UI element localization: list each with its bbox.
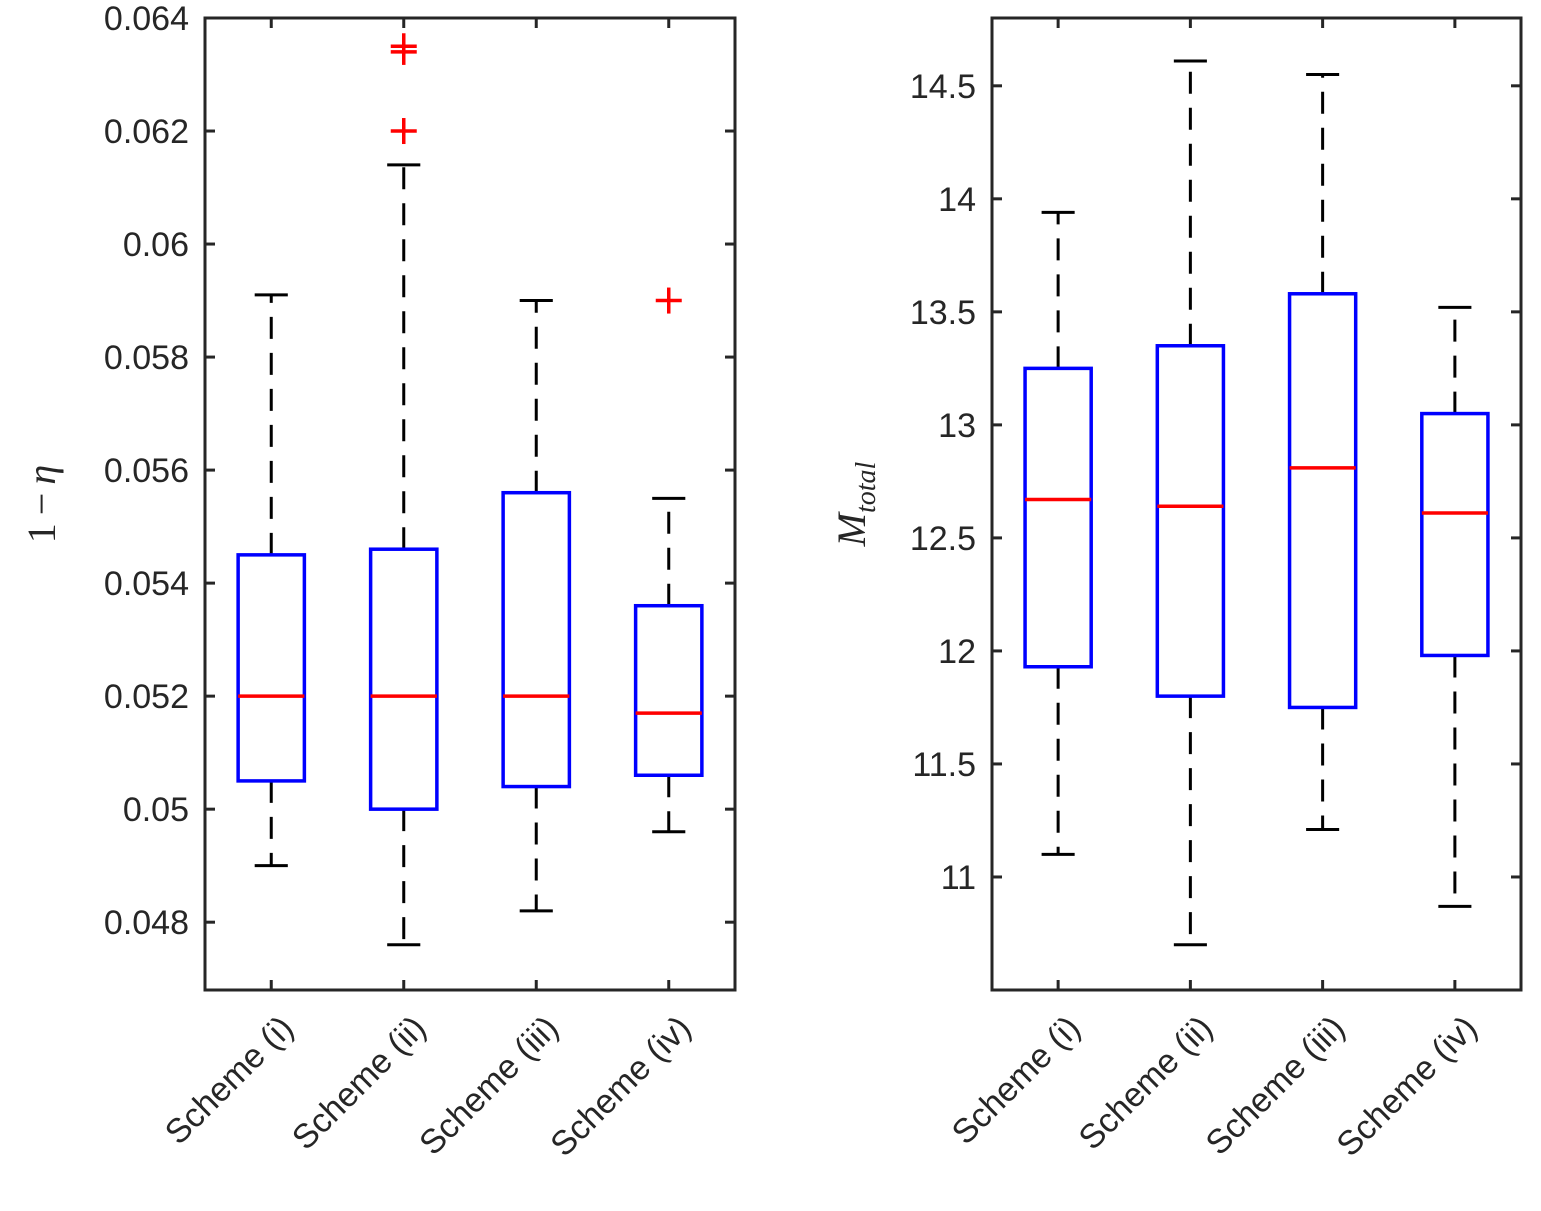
y-tick-label: 11 (941, 859, 976, 897)
left-chart-panel: 0.048 0.05 0.052 0.054 0.056 0.058 0.06 0.062 0.… (19, 0, 737, 1164)
y-axis-label-eta: η (19, 465, 64, 485)
outlier-marker (655, 287, 682, 314)
x-category-label: Scheme (i) (158, 1009, 301, 1152)
y-tick-label: 0.064 (104, 0, 189, 38)
iqr-box (1420, 411, 1490, 658)
box-plot-1 (236, 293, 307, 868)
y-tick-label: 11.5 (912, 746, 976, 784)
y-axis-label: Mtotal (829, 461, 882, 547)
x-category-label: Scheme (ii) (1072, 1009, 1220, 1157)
box-plot-4 (633, 287, 704, 834)
axes-frame (990, 16, 1523, 992)
iqr-box (1023, 366, 1093, 669)
axes-frame (203, 16, 737, 992)
y-tick-label: 0.054 (104, 565, 189, 603)
x-category-label: Scheme (iii) (1198, 1009, 1352, 1163)
x-category-label: Scheme (i) (945, 1009, 1088, 1152)
y-axis-label-sub: total (851, 461, 882, 513)
y-tick-label: 14.5 (910, 68, 976, 106)
iqr-box (501, 490, 572, 789)
x-category-label: Scheme (iv) (543, 1009, 698, 1164)
x-category-label: Scheme (iii) (412, 1009, 566, 1163)
y-tick-label: 13 (938, 407, 976, 445)
iqr-box (236, 553, 307, 783)
y-tick-label: 12.5 (910, 520, 976, 558)
x-category-label: Scheme (ii) (285, 1009, 433, 1157)
outlier-marker (390, 33, 417, 60)
y-tick-label: 12 (938, 633, 976, 671)
y-axis-label: 1 − η (19, 465, 64, 543)
y-axis-label-one: 1 (19, 523, 64, 543)
y-tick-label: 0.06 (123, 226, 189, 264)
y-tick-label: 0.056 (104, 452, 189, 490)
iqr-box (1287, 292, 1358, 710)
box-plot-4 (1420, 305, 1490, 908)
box-plot-2 (368, 33, 439, 947)
box-plot-2 (1155, 59, 1226, 947)
box-plot-3 (501, 299, 572, 913)
y-tick-label: 0.062 (104, 113, 189, 151)
box-plot-1 (1023, 210, 1093, 856)
iqr-box (633, 603, 704, 778)
x-category-label: Scheme (iv) (1329, 1009, 1484, 1164)
iqr-box (368, 547, 439, 811)
y-tick-label: 0.048 (104, 904, 189, 942)
y-tick-label: 13.5 (910, 294, 976, 332)
y-axis-label-main: M (829, 510, 874, 547)
y-tick-label: 0.05 (123, 791, 189, 829)
y-tick-label: 0.058 (104, 339, 189, 377)
y-axis-label-minus: − (19, 493, 64, 516)
outlier-marker (390, 118, 417, 145)
y-tick-label: 14 (938, 181, 976, 219)
iqr-box (1155, 344, 1226, 698)
y-tick-label: 0.052 (104, 678, 189, 716)
box-plot-3 (1287, 73, 1358, 832)
